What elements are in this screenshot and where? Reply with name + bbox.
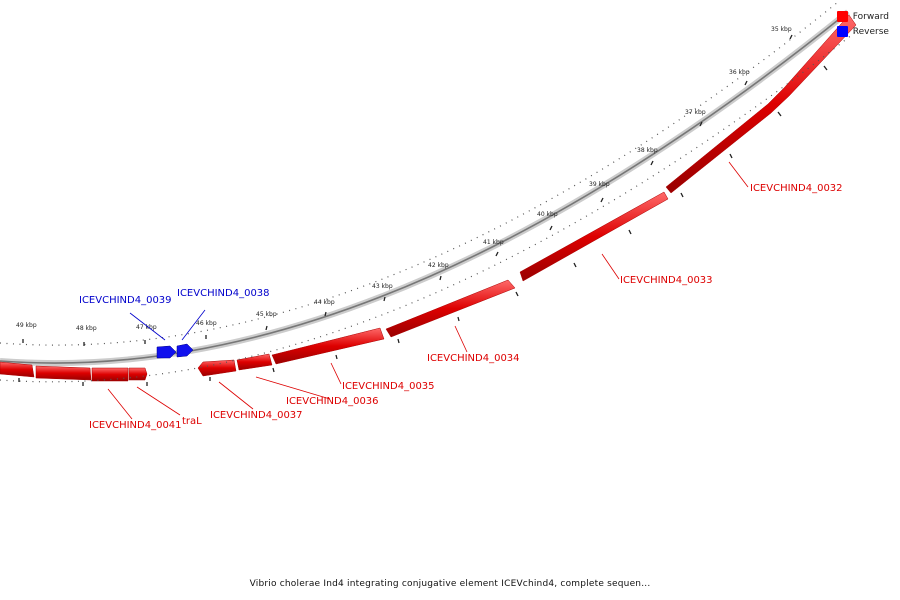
tick-label-49: 49 kbp (16, 322, 37, 329)
leader-lines (107, 161, 749, 420)
legend-item-reverse: Reverse (836, 24, 889, 39)
tick-label-46: 46 kbp (196, 320, 217, 327)
tick-label-37: 37 kbp (685, 109, 706, 116)
label-ICEVCHIND4_0037: ICEVCHIND4_0037 (210, 410, 303, 421)
label-ICEVCHIND4_0041: ICEVCHIND4_0041 (89, 420, 182, 431)
tick-label-47: 47 kbp (136, 324, 157, 331)
gene-ICEVCHIND4_0032[interactable] (665, 14, 857, 194)
gene-labels: ICEVCHIND4_0032 ICEVCHIND4_0033 ICEVCHIN… (79, 183, 843, 431)
label-ICEVCHIND4_0035: ICEVCHIND4_0035 (342, 381, 435, 392)
gene-traL[interactable] (128, 367, 148, 381)
tick-label-39: 39 kbp (589, 181, 610, 188)
tick-label-48: 48 kbp (76, 325, 97, 332)
legend-label-forward: Forward (852, 11, 889, 22)
tick-label-40: 40 kbp (537, 211, 558, 218)
tick-labels: 35 kbp 36 kbp 37 kbp 38 kbp 39 kbp 40 kb… (16, 26, 792, 332)
minor-ticks-outer (0, 1, 839, 346)
gene-ICEVCHIND4_0039[interactable] (156, 345, 177, 359)
label-ICEVCHIND4_0039: ICEVCHIND4_0039 (79, 295, 172, 306)
gene-ICEVCHIND4_0033[interactable] (519, 191, 669, 282)
label-ICEVCHIND4_0034: ICEVCHIND4_0034 (427, 353, 520, 364)
label-ICEVCHIND4_0032: ICEVCHIND4_0032 (750, 183, 843, 194)
backbone-arc (0, 9, 850, 367)
minor-ticks-inner (0, 29, 859, 383)
forward-swatch-icon (836, 11, 848, 22)
tick-marks (18, 34, 828, 386)
gene-ICEVCHIND4_0035[interactable] (271, 327, 385, 365)
map-caption: Vibrio cholerae Ind4 integrating conjuga… (249, 579, 651, 589)
reverse-swatch-icon (836, 26, 848, 37)
tick-label-35: 35 kbp (771, 26, 792, 33)
legend-label-reverse: Reverse (852, 26, 889, 37)
tick-label-44: 44 kbp (314, 299, 335, 306)
tick-label-38: 38 kbp (637, 147, 658, 154)
tick-label-45: 45 kbp (256, 311, 277, 318)
gene-ICEVCHIND4_0036[interactable] (236, 353, 273, 371)
tick-label-43: 43 kbp (372, 283, 393, 290)
gene-ICEVCHIND4_0038[interactable] (176, 343, 194, 358)
tick-label-41: 41 kbp (483, 239, 504, 246)
label-ICEVCHIND4_0038: ICEVCHIND4_0038 (177, 288, 270, 299)
tick-label-36: 36 kbp (729, 69, 750, 76)
label-ICEVCHIND4_0033: ICEVCHIND4_0033 (620, 275, 713, 286)
legend-item-forward: Forward (836, 9, 889, 24)
tick-label-42: 42 kbp (428, 262, 449, 269)
legend: Forward Reverse (836, 9, 889, 39)
gene-ICEVCHIND4_0034[interactable] (385, 279, 516, 338)
gene-ICEVCHIND4_0037[interactable] (197, 359, 237, 377)
backbone-line (0, 11, 849, 364)
gene-ICEVCHIND4_0041[interactable] (0, 361, 129, 382)
label-ICEVCHIND4_0036: ICEVCHIND4_0036 (286, 396, 379, 407)
label-traL: traL (182, 416, 202, 427)
